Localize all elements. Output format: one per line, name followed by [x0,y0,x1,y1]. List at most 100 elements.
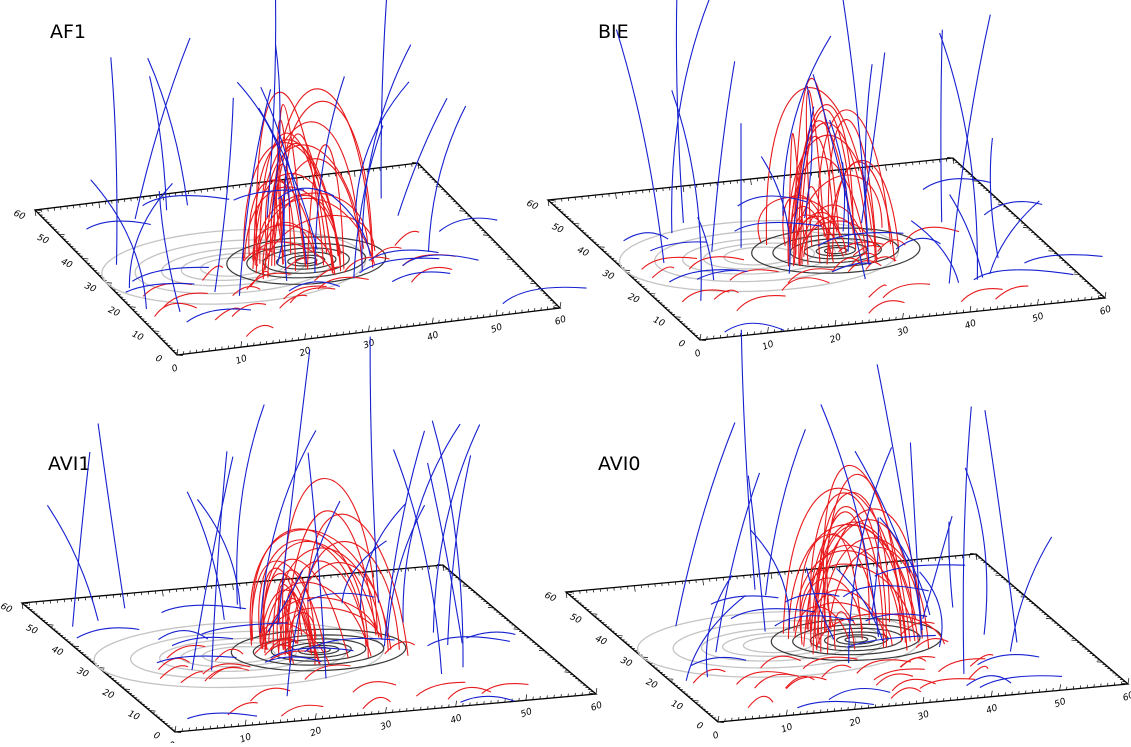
open-field-line [433,425,479,633]
closed-field-line [416,682,465,696]
y-tick-label: 60 [0,602,14,616]
closed-field-line [395,231,419,245]
closed-field-line [448,687,491,699]
open-field-line [403,255,479,266]
y-tick-label: 20 [644,677,659,691]
open-field-line [963,407,971,674]
closed-field-line [900,657,935,667]
x-tick-label: 10 [780,722,794,735]
open-field-line [162,605,246,612]
y-tick-label: 10 [130,329,145,343]
open-field-line [941,30,942,223]
open-field-line [1024,255,1102,263]
closed-field-line [783,488,907,650]
y-tick-label: 40 [593,634,608,648]
closed-field-line [298,542,400,650]
y-tick-label: 50 [550,222,565,236]
closed-field-line [246,325,273,336]
y-tick-label: 30 [83,281,98,295]
open-field-line [676,0,683,223]
open-field-line [990,201,1040,274]
open-field-line [985,410,1017,642]
x-tick-label: 0 [171,363,180,374]
open-field-line [370,337,378,603]
closed-field-line [876,674,913,685]
closed-field-line [970,655,993,667]
y-tick-label: 50 [35,233,50,247]
open-field-line [949,15,990,284]
x-tick-label: 50 [490,322,504,335]
open-field-line [148,58,188,205]
open-field-line [202,623,288,634]
open-field-line [923,179,990,190]
open-field-line [403,424,460,622]
open-field-line [73,452,90,627]
x-tick-label: 30 [896,325,910,338]
y-tick-label: 60 [12,209,27,223]
open-field-line [159,191,180,312]
x-tick-label: 30 [362,338,376,351]
open-field-line [150,76,167,210]
open-field-line [98,424,125,609]
y-tick-label: 0 [677,339,687,351]
closed-field-line [906,227,959,240]
x-tick-label: 50 [519,707,533,720]
y-tick-label: 0 [152,731,162,743]
x-tick-label: 20 [309,726,323,739]
x-tick-label: 10 [234,354,248,367]
y-tick-label: 20 [626,292,641,306]
closed-field-line [482,684,529,694]
open-field-line [47,505,98,620]
open-field-line [77,628,140,638]
y-tick-label: 60 [543,591,558,605]
closed-field-line [869,285,887,297]
y-tick-label: 10 [126,709,141,723]
open-field-line [697,271,748,280]
y-tick-label: 50 [568,612,583,626]
closed-field-line [891,688,921,699]
closed-field-line [281,705,323,716]
y-tick-label: 40 [575,245,590,259]
x-tick-label: 60 [1099,304,1113,317]
x-tick-label: 50 [1053,697,1067,710]
open-field-line [439,218,497,231]
closed-field-line [969,666,988,679]
open-field-line [829,688,890,699]
open-field-line [650,242,706,251]
open-field-line [978,655,1040,665]
closed-field-line [916,639,948,648]
closed-field-line [786,677,826,689]
x-tick-label: 20 [298,346,312,359]
panel-avi1: AVI101020304050600102030405060 [0,337,604,743]
x-tick-label: 0 [694,348,703,359]
open-field-line [1010,537,1051,652]
open-field-line [923,516,952,619]
y-tick-label: 60 [525,199,540,213]
closed-field-line [730,270,779,281]
open-field-line [87,221,151,229]
y-tick-label: 0 [695,721,705,733]
closed-field-line [652,267,674,278]
open-field-line [940,33,978,280]
open-field-line [616,30,664,263]
open-field-line [691,657,746,665]
y-tick-label: 40 [50,645,65,659]
closed-field-line [251,688,291,701]
closed-field-line [892,679,935,690]
open-field-line [967,676,1012,686]
x-tick-label: 30 [917,709,931,722]
open-field-line [785,594,839,602]
open-field-line [875,565,966,576]
closed-field-line [748,696,773,707]
closed-field-line [155,303,197,316]
x-tick-label: 20 [829,332,843,345]
y-tick-label: 10 [651,315,666,329]
open-field-line [503,287,587,303]
open-field-line [384,431,424,646]
open-field-line [215,98,233,292]
x-tick-label: 10 [239,732,253,743]
x-tick-label: 40 [964,318,978,331]
